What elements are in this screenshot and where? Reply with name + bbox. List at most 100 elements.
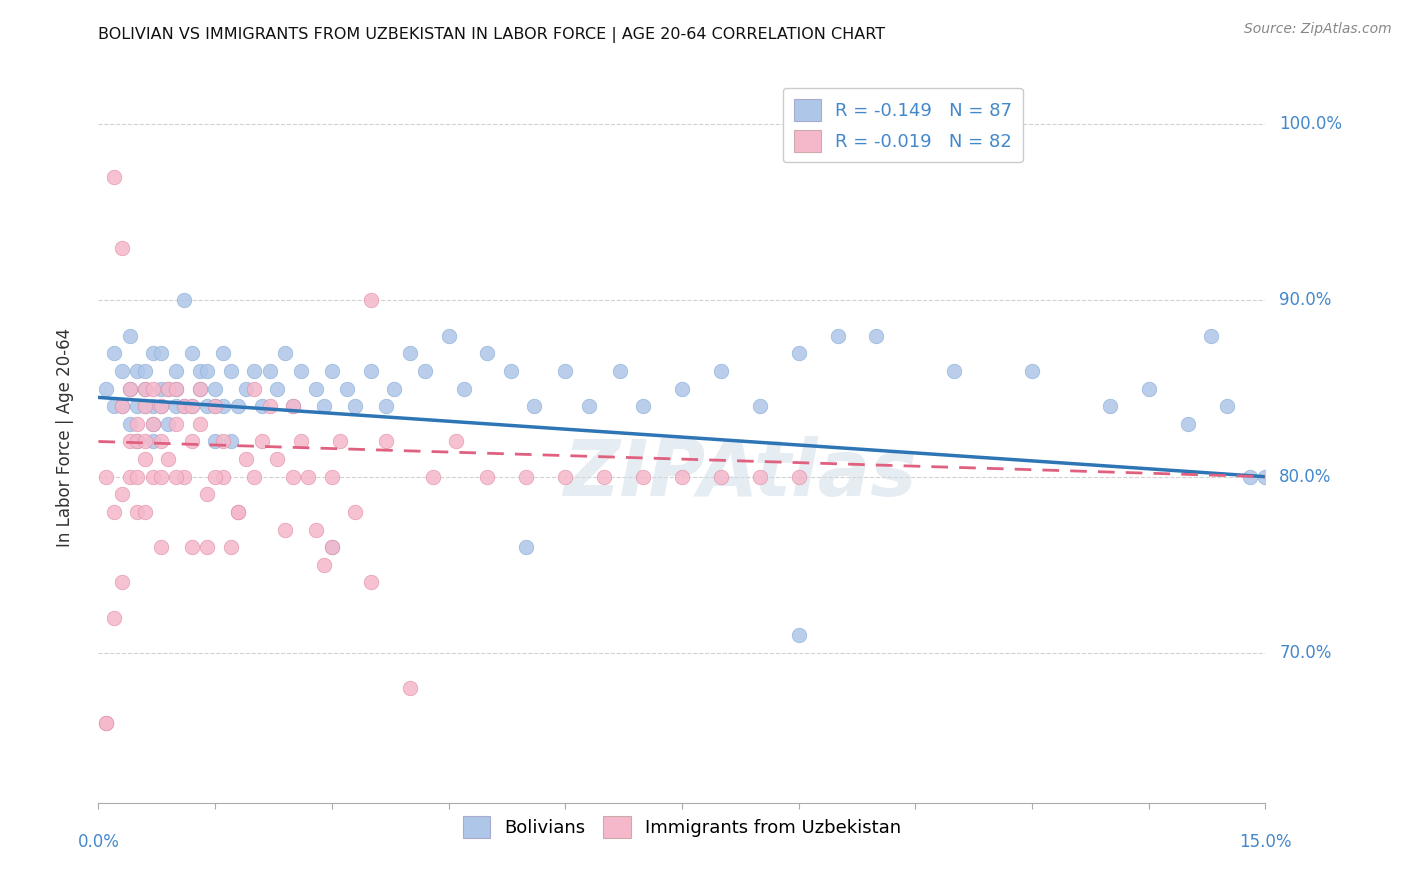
Point xyxy=(1177,417,1199,431)
Point xyxy=(195,487,218,501)
Point xyxy=(204,399,226,413)
Point xyxy=(134,364,156,378)
Text: ZIPAtlas: ZIPAtlas xyxy=(564,435,917,512)
Point xyxy=(142,417,165,431)
Point xyxy=(204,469,226,483)
Point xyxy=(165,417,187,431)
Point xyxy=(134,382,156,396)
Point xyxy=(149,540,172,554)
Point xyxy=(228,505,250,519)
Point xyxy=(274,523,297,537)
Point xyxy=(259,364,281,378)
Point xyxy=(321,540,343,554)
Point xyxy=(195,540,218,554)
Y-axis label: In Labor Force | Age 20-64: In Labor Force | Age 20-64 xyxy=(56,327,75,547)
Point xyxy=(134,399,156,413)
Point xyxy=(228,399,250,413)
Point xyxy=(499,364,522,378)
Point xyxy=(274,346,297,360)
Point xyxy=(149,382,172,396)
Text: BOLIVIAN VS IMMIGRANTS FROM UZBEKISTAN IN LABOR FORCE | AGE 20-64 CORRELATION CH: BOLIVIAN VS IMMIGRANTS FROM UZBEKISTAN I… xyxy=(98,27,886,43)
Point xyxy=(165,382,187,396)
Point xyxy=(360,364,382,378)
Point xyxy=(188,382,211,396)
Point xyxy=(305,523,328,537)
Point xyxy=(142,346,165,360)
Point xyxy=(312,558,335,572)
Point xyxy=(173,293,195,308)
Point xyxy=(281,469,304,483)
Legend: Bolivians, Immigrants from Uzbekistan: Bolivians, Immigrants from Uzbekistan xyxy=(456,808,908,845)
Point xyxy=(157,452,180,467)
Point xyxy=(204,382,226,396)
Point xyxy=(165,364,187,378)
Point xyxy=(578,399,600,413)
Point xyxy=(1098,399,1121,413)
Text: 100.0%: 100.0% xyxy=(1279,115,1343,133)
Point xyxy=(360,575,382,590)
Point xyxy=(118,382,141,396)
Point xyxy=(321,540,343,554)
Point xyxy=(157,382,180,396)
Point xyxy=(188,382,211,396)
Point xyxy=(173,399,195,413)
Point xyxy=(103,505,125,519)
Point xyxy=(195,364,218,378)
Point xyxy=(212,346,235,360)
Point xyxy=(312,399,335,413)
Point xyxy=(235,452,257,467)
Point xyxy=(134,505,156,519)
Point xyxy=(360,293,382,308)
Point xyxy=(321,469,343,483)
Point xyxy=(188,364,211,378)
Point xyxy=(250,399,273,413)
Point xyxy=(219,540,242,554)
Point xyxy=(228,505,250,519)
Point xyxy=(96,469,118,483)
Point xyxy=(398,346,420,360)
Point xyxy=(422,469,444,483)
Text: 70.0%: 70.0% xyxy=(1279,644,1331,662)
Point xyxy=(134,452,156,467)
Point xyxy=(118,434,141,449)
Point xyxy=(127,434,149,449)
Point xyxy=(290,434,312,449)
Point xyxy=(787,346,810,360)
Point xyxy=(180,399,202,413)
Point xyxy=(344,399,367,413)
Point xyxy=(943,364,966,378)
Point xyxy=(157,417,180,431)
Point xyxy=(671,469,693,483)
Point xyxy=(266,452,288,467)
Point xyxy=(188,417,211,431)
Point xyxy=(515,540,537,554)
Point xyxy=(1137,382,1160,396)
Point xyxy=(344,505,367,519)
Point xyxy=(127,434,149,449)
Point xyxy=(787,469,810,483)
Point xyxy=(149,346,172,360)
Point xyxy=(134,434,156,449)
Point xyxy=(134,399,156,413)
Point xyxy=(787,628,810,642)
Point xyxy=(266,382,288,396)
Point xyxy=(111,575,134,590)
Point xyxy=(118,328,141,343)
Point xyxy=(103,611,125,625)
Point xyxy=(1021,364,1043,378)
Point xyxy=(243,469,266,483)
Point xyxy=(437,328,460,343)
Point xyxy=(1215,399,1237,413)
Point xyxy=(219,364,242,378)
Point xyxy=(290,364,312,378)
Point xyxy=(142,417,165,431)
Point xyxy=(375,399,398,413)
Point xyxy=(631,469,654,483)
Point xyxy=(204,399,226,413)
Point xyxy=(111,399,134,413)
Point xyxy=(477,469,499,483)
Point xyxy=(259,399,281,413)
Point xyxy=(453,382,475,396)
Point xyxy=(554,469,576,483)
Text: 80.0%: 80.0% xyxy=(1279,467,1331,486)
